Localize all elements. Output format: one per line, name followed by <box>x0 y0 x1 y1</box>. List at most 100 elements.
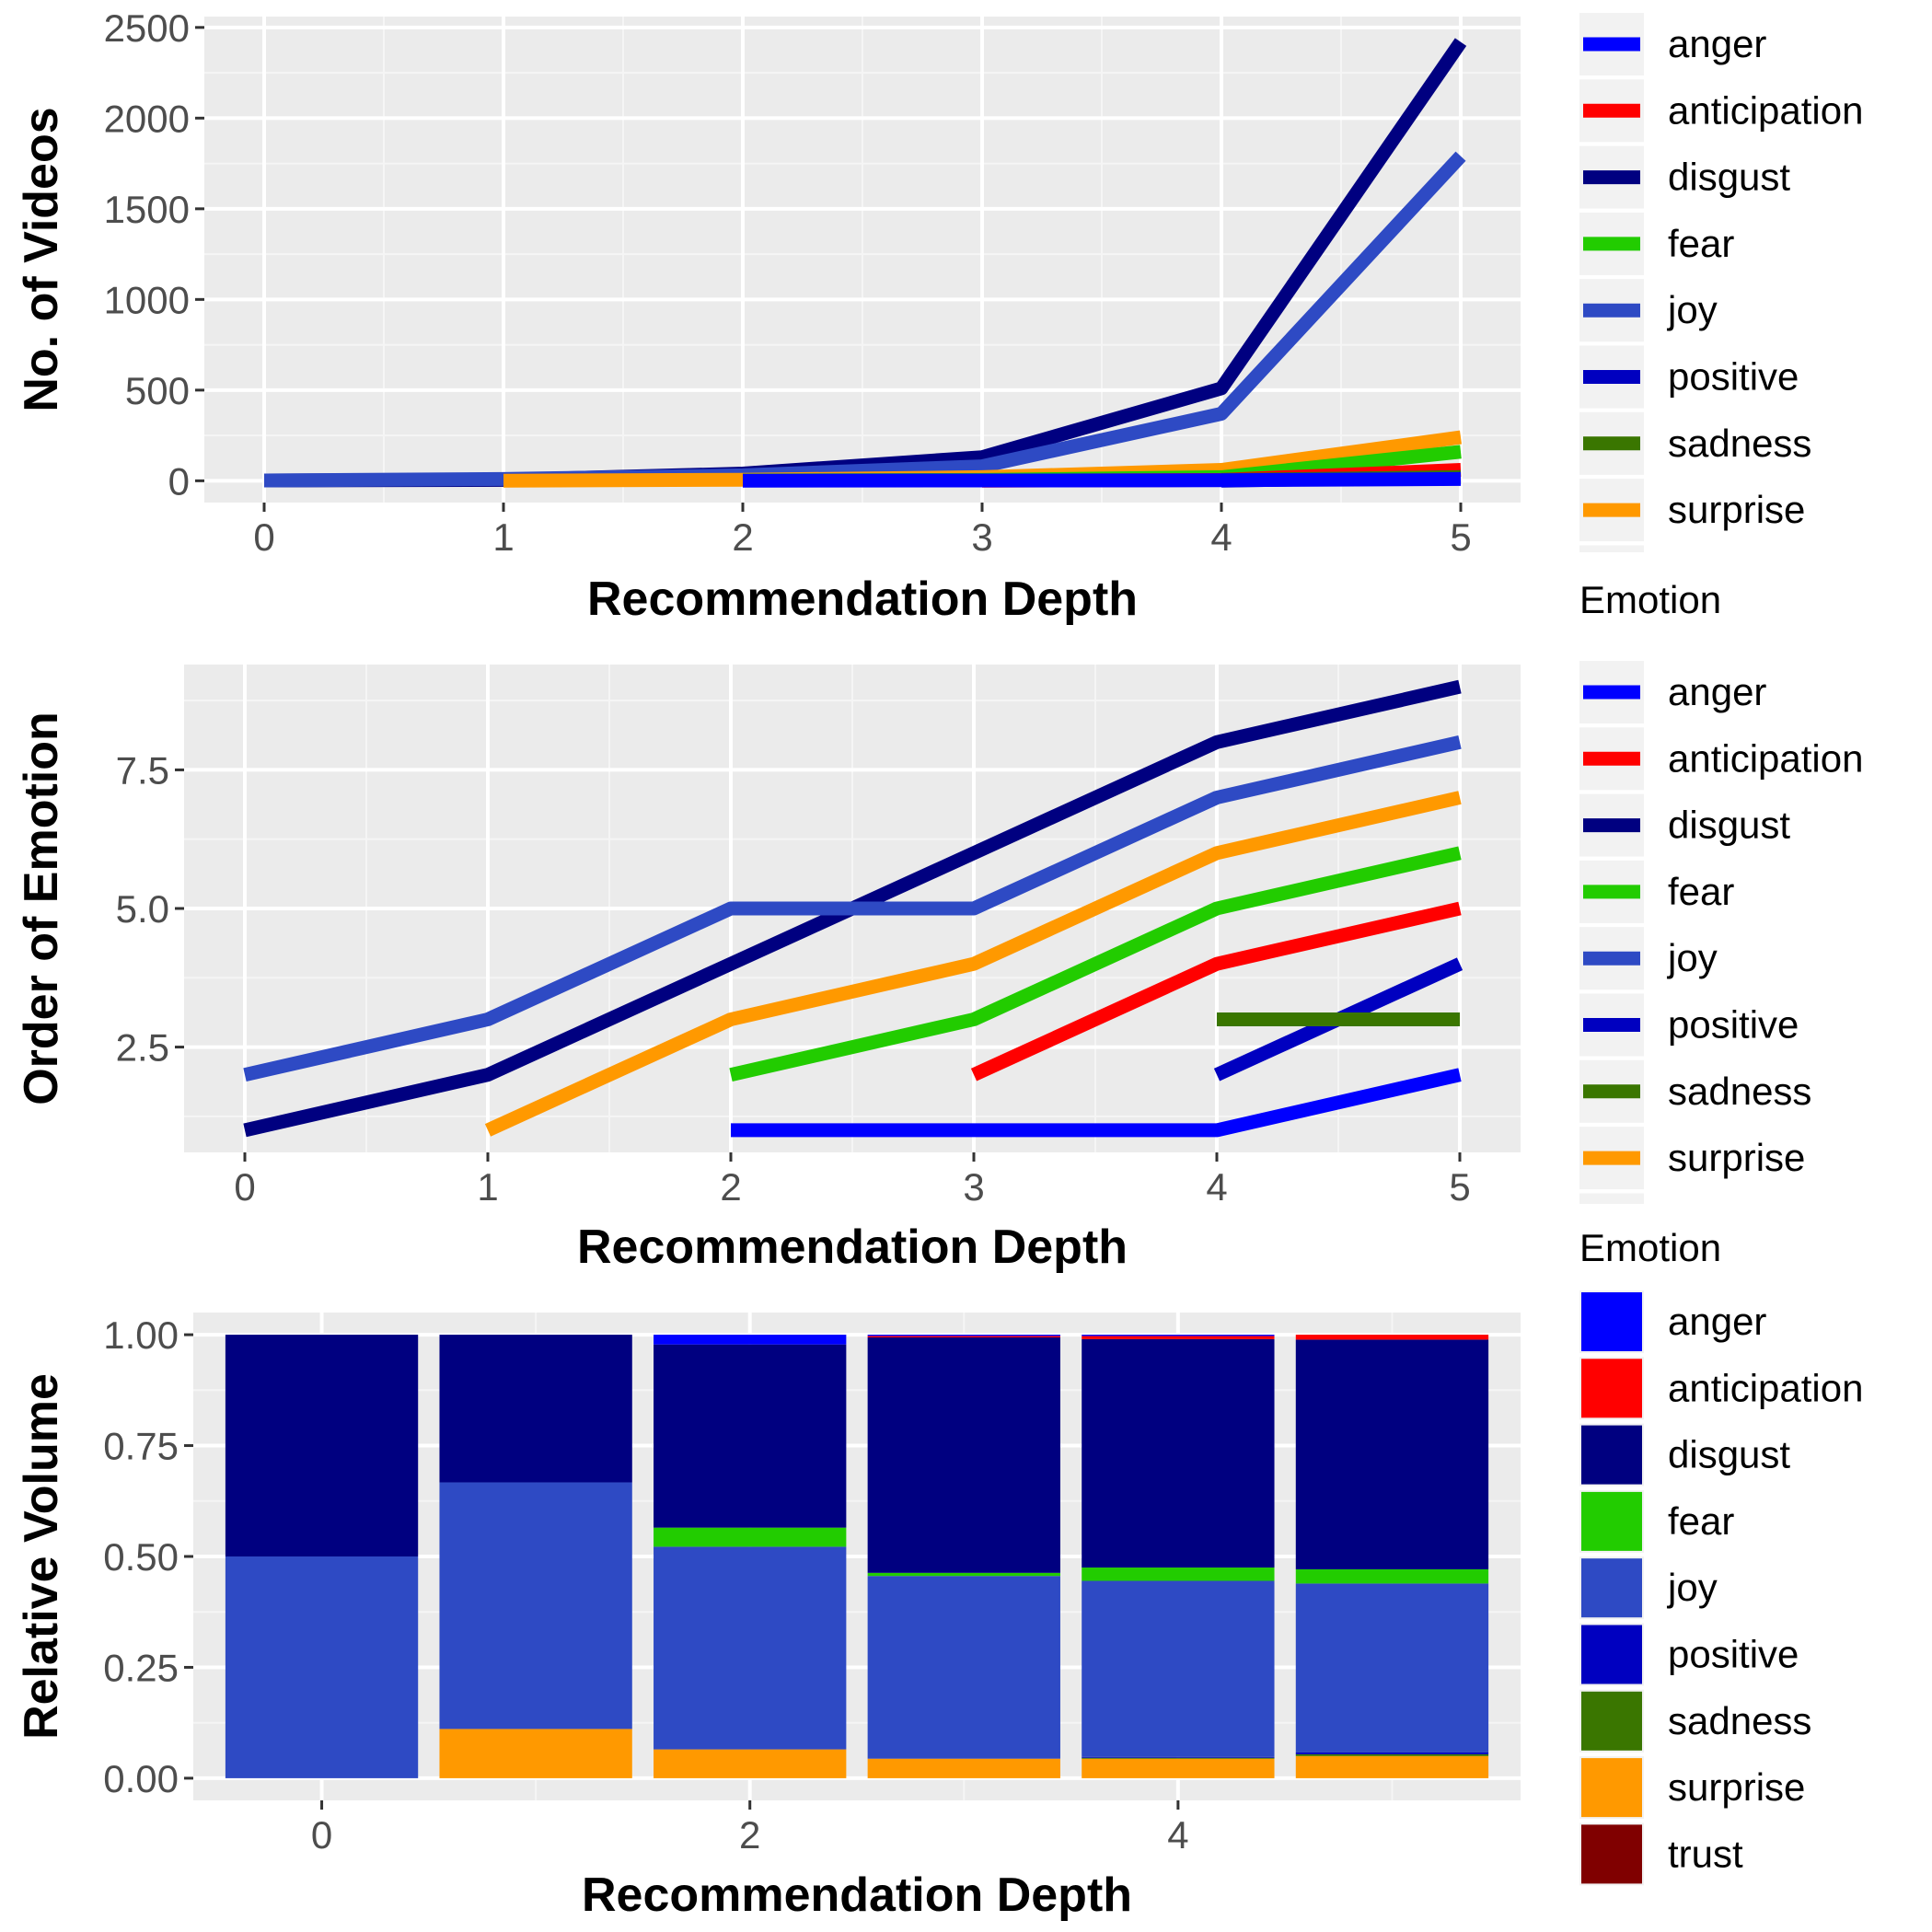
legend-label-anticipation: anticipation <box>1668 1366 1863 1409</box>
legend-label-surprise: surprise <box>1668 488 1805 531</box>
y-tick-label: 0 <box>168 459 190 503</box>
y-tick-label: 5.0 <box>116 887 169 931</box>
legend-key-fear <box>1581 1491 1642 1551</box>
x-tick-label: 1 <box>477 1165 498 1209</box>
bar-segment-disgust-1 <box>439 1335 632 1483</box>
bar-segment-disgust-2 <box>654 1344 847 1528</box>
bar-segment-disgust-5 <box>1295 1339 1489 1569</box>
legend-title: Emotion <box>1579 578 1721 621</box>
bar-segment-surprise-2 <box>654 1749 847 1778</box>
y-tick-label: 0.50 <box>103 1535 179 1579</box>
legend-label-positive: positive <box>1668 355 1799 399</box>
bar-segment-joy-5 <box>1295 1583 1489 1753</box>
legend-label-disgust: disgust <box>1668 1433 1790 1476</box>
legend-label-sadness: sadness <box>1668 1699 1811 1742</box>
legend-key-joy <box>1581 1558 1642 1618</box>
bar-segment-fear-5 <box>1295 1568 1489 1584</box>
y-tick-label: 0.25 <box>103 1646 179 1689</box>
panel-relative-volume: 0.00 0.25 0.50 0.75 1.00 0 2 4 Recommendation De… <box>15 1313 1521 1922</box>
legend-label-fear: fear <box>1668 870 1734 913</box>
legend-label-joy: joy <box>1666 1566 1718 1609</box>
legend-items: anger anticipation disgust fear joy positive s… <box>1579 661 1863 1204</box>
legend-label-joy: joy <box>1666 936 1718 979</box>
x-tick-label: 4 <box>1206 1165 1227 1209</box>
legend-label-anticipation: anticipation <box>1668 88 1863 132</box>
bar-segment-positive-4 <box>1082 1756 1275 1758</box>
legend-label-surprise: surprise <box>1668 1136 1805 1179</box>
series-line-joy <box>243 735 1462 1082</box>
series-line-surprise <box>484 791 1462 1137</box>
legend-label-disgust: disgust <box>1668 804 1790 847</box>
bar-segment-surprise-3 <box>867 1758 1060 1778</box>
legend-label-trust: trust <box>1668 1832 1743 1875</box>
series-line-anticipation <box>970 901 1462 1082</box>
series-line-joy <box>263 151 1466 488</box>
y-tick-label: 2500 <box>104 6 190 50</box>
y-tick-label: 0.75 <box>103 1425 179 1468</box>
legend-label-fear: fear <box>1668 222 1734 265</box>
x-axis-title: Recommendation Depth <box>582 1868 1132 1922</box>
bar-segment-positive-5 <box>1295 1752 1489 1754</box>
legend-items: anger anticipation disgust fear joy positive s… <box>1579 1290 1863 1886</box>
bar-segment-surprise-4 <box>1082 1758 1275 1778</box>
y-axis-title: Order of Emotion <box>15 711 68 1105</box>
bar-segment-disgust-0 <box>225 1335 419 1556</box>
y-tick-label: 500 <box>125 369 190 412</box>
y-tick-label: 1.00 <box>103 1313 179 1357</box>
y-tick-label: 7.5 <box>116 748 169 792</box>
x-tick-label: 2 <box>720 1165 741 1209</box>
bar-segment-sadness-5 <box>1295 1753 1489 1756</box>
legend-items: anger anticipation disgust fear joy positive s… <box>1579 13 1863 552</box>
x-tick-label: 0 <box>311 1813 332 1857</box>
legend-label-anger: anger <box>1668 1300 1766 1343</box>
legend-key-positive <box>1581 1625 1642 1684</box>
legend-label-anger: anger <box>1668 670 1766 713</box>
legend-label-positive: positive <box>1668 1633 1799 1676</box>
legend-title: Emotion <box>1579 1226 1721 1269</box>
legend-key-bg <box>1579 545 1644 552</box>
x-axis-title: Recommendation Depth <box>587 573 1138 626</box>
y-tick-label: 1500 <box>104 188 190 231</box>
x-tick-label: 5 <box>1449 1165 1470 1209</box>
y-tick-label: 2.5 <box>116 1026 169 1070</box>
series-line-fear <box>729 846 1462 1082</box>
bar-segment-anticipation-4 <box>1082 1336 1275 1339</box>
legend-label-anticipation: anticipation <box>1668 736 1863 780</box>
y-axis-title: Relative Volume <box>15 1373 68 1740</box>
legend-label-anger: anger <box>1668 22 1766 65</box>
legend-label-positive: positive <box>1668 1003 1799 1047</box>
bar-segment-disgust-3 <box>867 1336 1060 1573</box>
legend-key-disgust <box>1581 1425 1642 1485</box>
bar-segment-anticipation-3 <box>867 1336 1060 1337</box>
panel-emotion-order: 2.5 5.0 7.5 0 1 2 3 4 5 Recommendation Depth Order… <box>15 665 1521 1274</box>
bar-segment-surprise-5 <box>1295 1755 1489 1778</box>
x-tick-label: 4 <box>1210 515 1232 559</box>
bar-segment-fear-2 <box>654 1527 847 1547</box>
legend-key-bg <box>1579 1193 1644 1204</box>
x-tick-label: 2 <box>739 1813 760 1857</box>
bar-segment-joy-4 <box>1082 1580 1275 1757</box>
bar-segment-surprise-1 <box>439 1729 632 1778</box>
bar-segment-anger-4 <box>1082 1335 1275 1336</box>
y-tick-label: 0.00 <box>103 1757 179 1800</box>
legend-key-anger <box>1581 1292 1642 1351</box>
x-axis-title: Recommendation Depth <box>577 1221 1128 1274</box>
x-tick-label: 1 <box>492 515 514 559</box>
legend-label-disgust: disgust <box>1668 156 1790 199</box>
x-tick-label: 4 <box>1167 1813 1188 1857</box>
bar-segment-anticipation-5 <box>1295 1335 1489 1340</box>
bar-segment-joy-2 <box>654 1546 847 1750</box>
x-tick-label: 3 <box>971 515 992 559</box>
x-tick-label: 0 <box>234 1165 255 1209</box>
bar-segment-fear-4 <box>1082 1568 1275 1581</box>
legend-emotion-order: Emotion anger anticipation disgust fear joy po… <box>1579 578 1863 1204</box>
series-line-anger <box>742 471 1462 488</box>
legend-label-surprise: surprise <box>1668 1765 1805 1809</box>
panel-video-counts: 0 500 1000 1500 2000 2500 0 1 2 3 4 5 Recommendation… <box>15 6 1521 626</box>
legend-relative-volume: Emotion anger anticipation disgust fear joy po… <box>1579 1226 1863 1886</box>
bar-segment-joy-0 <box>225 1556 419 1778</box>
legend-label-sadness: sadness <box>1668 422 1811 465</box>
bar-segment-disgust-4 <box>1082 1338 1275 1568</box>
legend-label-joy: joy <box>1666 288 1718 331</box>
